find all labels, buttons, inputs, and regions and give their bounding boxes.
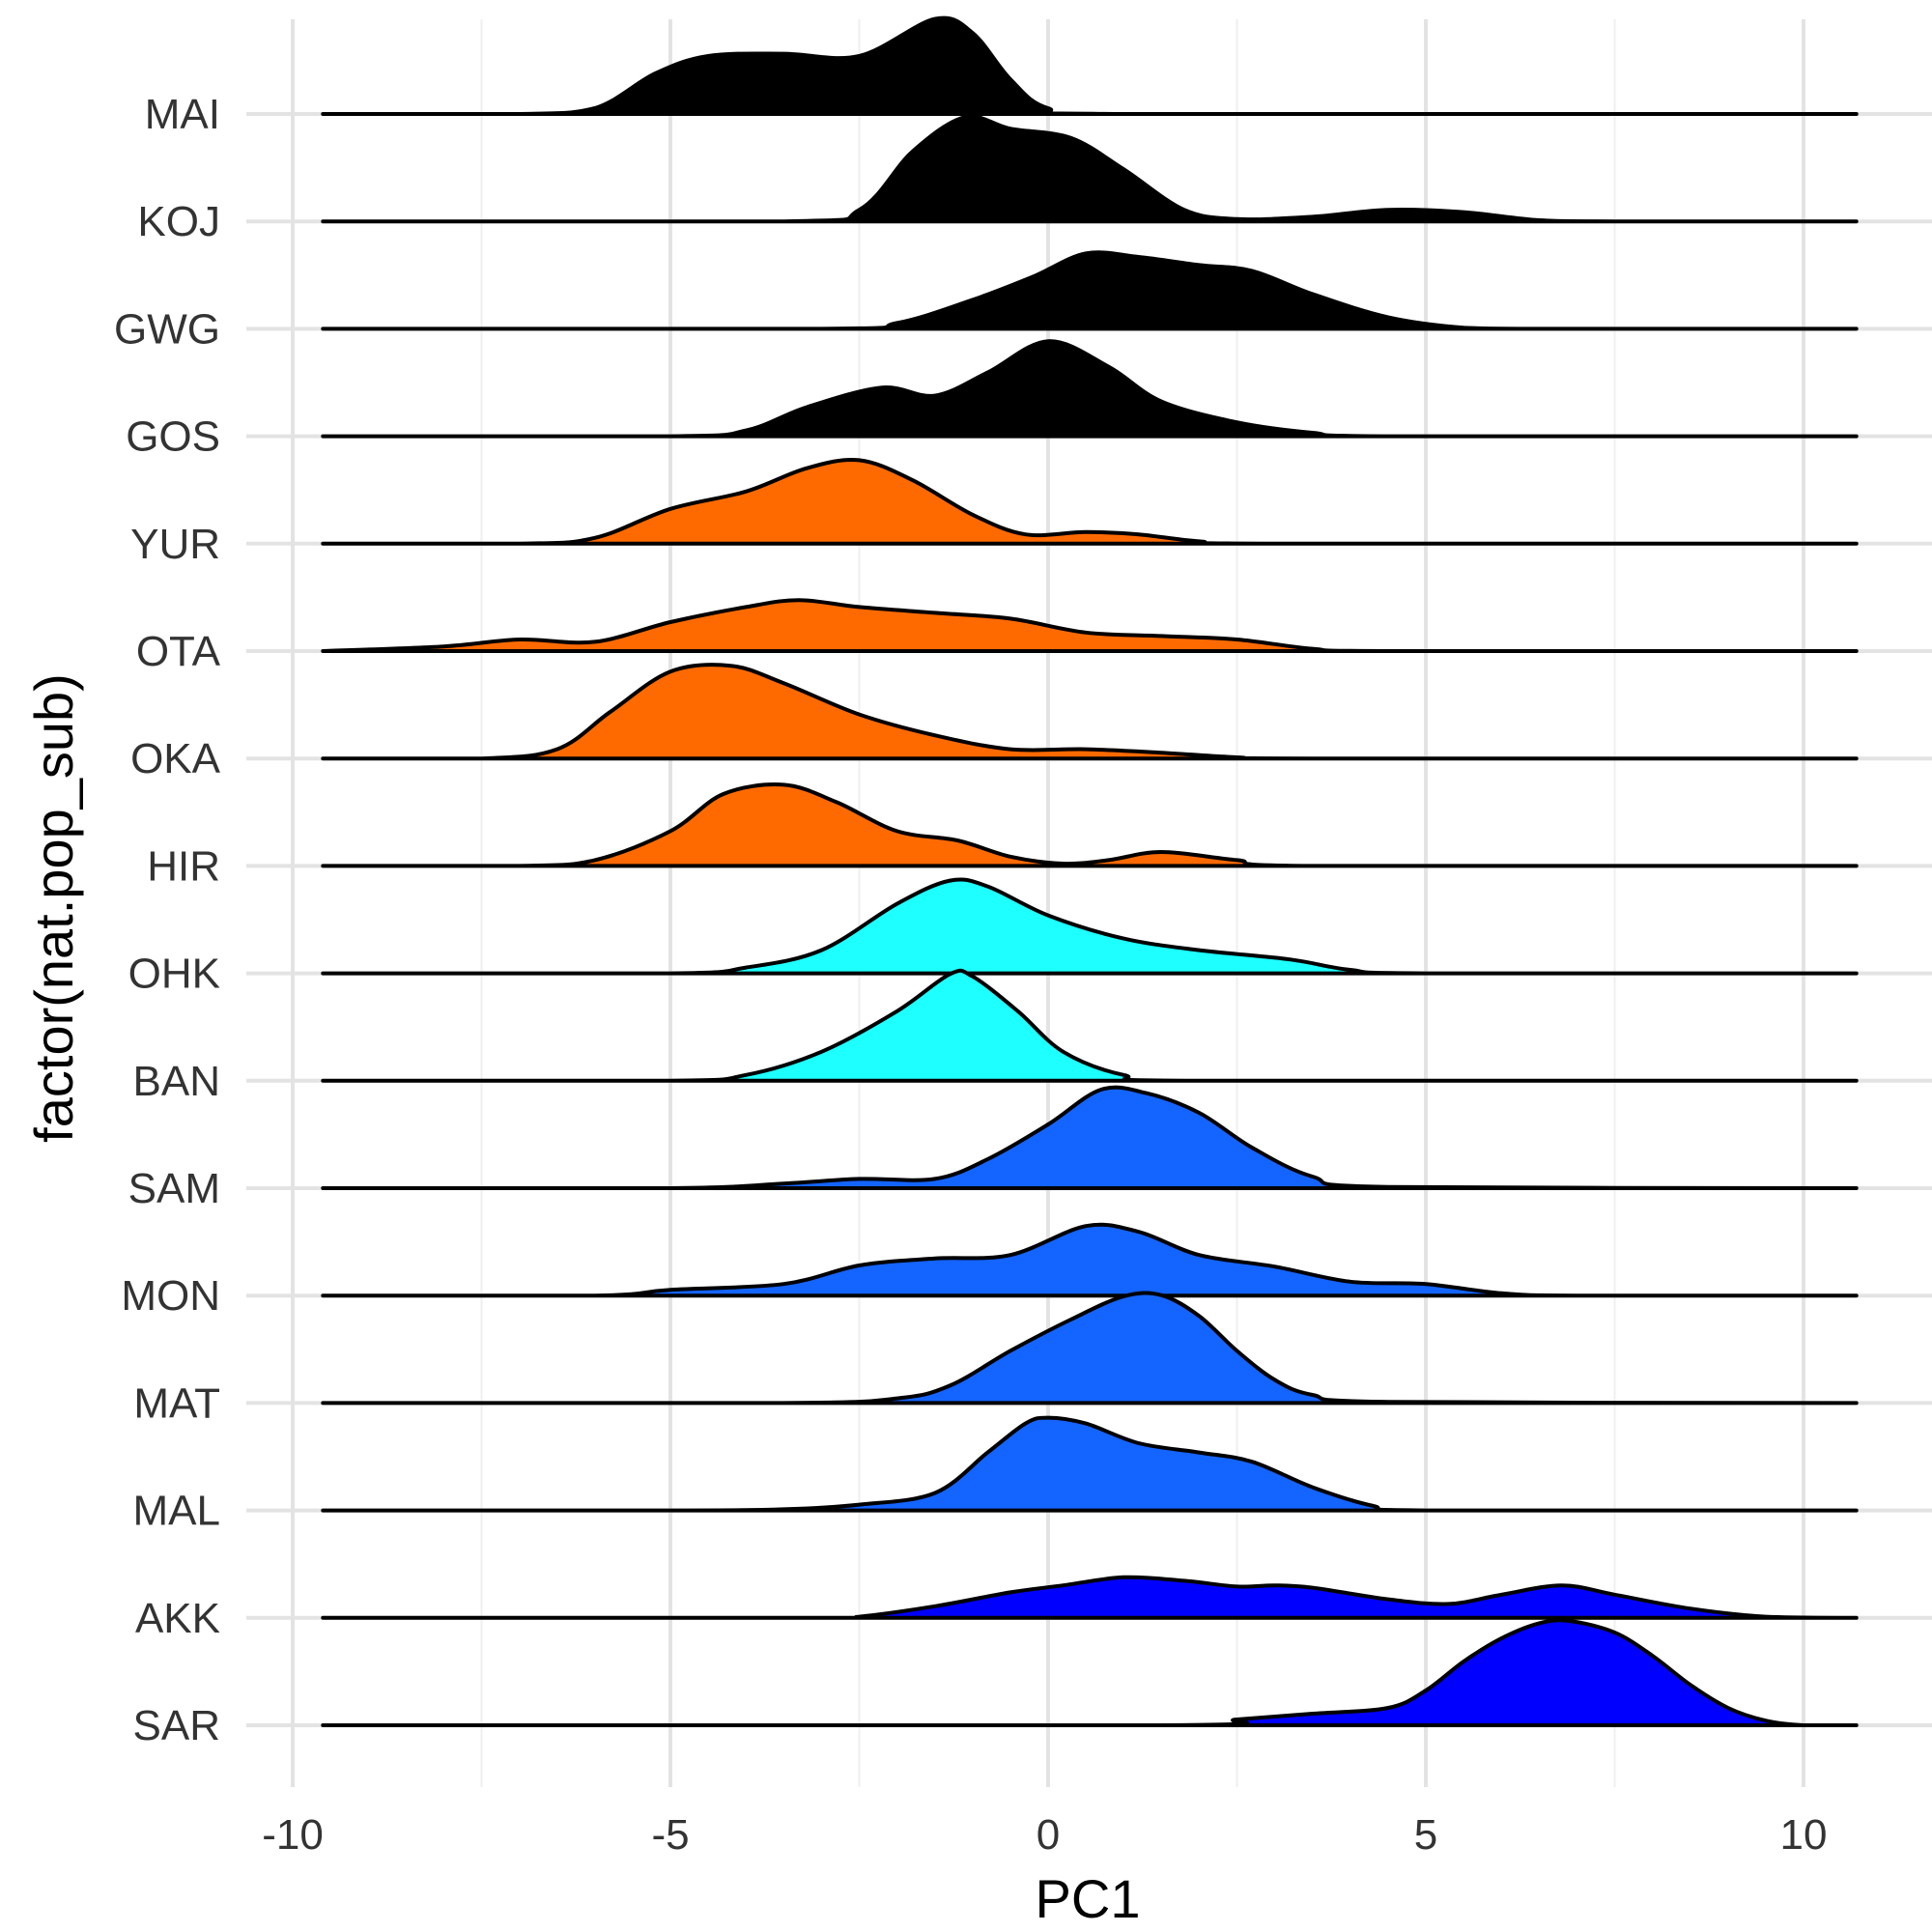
x-tick-label: 10: [1780, 1811, 1828, 1859]
ridge-outline-sam: [321, 1085, 1859, 1191]
ridge-outline-gos: [321, 339, 1859, 439]
y-tick-label-ohk: OHK: [128, 951, 220, 998]
x-tick-label: 0: [1037, 1811, 1060, 1859]
ridge-outline-mal: [321, 1415, 1859, 1513]
ridge-outline-hir: [321, 782, 1859, 868]
ridge-outline-ohk: [321, 877, 1859, 976]
ridge-outline-ota: [321, 598, 1859, 654]
ridge-fill-mal: [323, 1417, 1857, 1511]
ridge-fill-hir: [323, 784, 1857, 867]
y-tick-label-mai: MAI: [145, 91, 220, 138]
y-tick-label-mal: MAL: [133, 1488, 220, 1535]
ridge-outline-mat: [321, 1291, 1859, 1406]
ridge-fill-mai: [323, 17, 1857, 114]
ridge-fill-mon: [323, 1224, 1857, 1296]
y-tick-label-koj: KOJ: [137, 198, 220, 245]
ridge-outline-gwg: [321, 250, 1859, 331]
y-tick-label-akk: AKK: [135, 1595, 220, 1642]
y-tick-labels: SAR AKK MAL MAT MON SAM BAN OHK HIR OKA OTA YUR GOS G…: [114, 91, 221, 1749]
y-tick-label-ota: OTA: [136, 628, 221, 675]
x-axis-title: PC1: [1036, 1868, 1141, 1929]
y-tick-label-ban: BAN: [133, 1058, 220, 1105]
y-tick-label-oka: OKA: [130, 735, 221, 782]
ridge-outline-akk: [321, 1575, 1859, 1620]
ridge-fill-sar: [323, 1620, 1857, 1725]
x-tick-label: 5: [1414, 1811, 1437, 1859]
ridge-fill-oka: [323, 665, 1857, 759]
y-axis-title: factor(nat.pop_sub): [23, 673, 84, 1143]
y-tick-label-mon: MON: [121, 1272, 220, 1320]
y-tick-label-gwg: GWG: [114, 305, 220, 353]
ridge-outline-koj: [321, 114, 1859, 224]
y-tick-label-gos: GOS: [126, 413, 220, 461]
x-tick-labels: -10 -5 0 5 10: [262, 1811, 1827, 1859]
ridge-fill-gos: [323, 341, 1857, 437]
ridges: [321, 15, 1859, 1728]
ridge-outline-sar: [321, 1618, 1859, 1728]
y-tick-label-sam: SAM: [128, 1165, 220, 1212]
ridge-fill-koj: [323, 116, 1857, 222]
y-tick-label-mat: MAT: [133, 1379, 220, 1427]
x-tick-label: -10: [262, 1811, 324, 1859]
y-tick-label-hir: HIR: [147, 842, 220, 890]
y-tick-label-sar: SAR: [133, 1702, 220, 1749]
ridge-fill-ota: [323, 600, 1857, 651]
ridge-fill-mat: [323, 1293, 1857, 1404]
ridge-fill-ohk: [323, 879, 1857, 974]
ridge-fill-yur: [323, 459, 1857, 544]
x-tick-label: -5: [651, 1811, 689, 1859]
ridge-fill-gwg: [323, 252, 1857, 329]
ridge-outline-oka: [321, 663, 1859, 761]
ridge-fill-sam: [323, 1087, 1857, 1188]
ridge-outline-ban: [321, 968, 1859, 1083]
y-tick-label-yur: YUR: [130, 521, 220, 568]
ridge-outline-yur: [321, 457, 1859, 546]
ridge-fill-akk: [323, 1577, 1857, 1618]
ridge-outline-mai: [321, 15, 1859, 117]
ridge-outline-mon: [321, 1222, 1859, 1298]
